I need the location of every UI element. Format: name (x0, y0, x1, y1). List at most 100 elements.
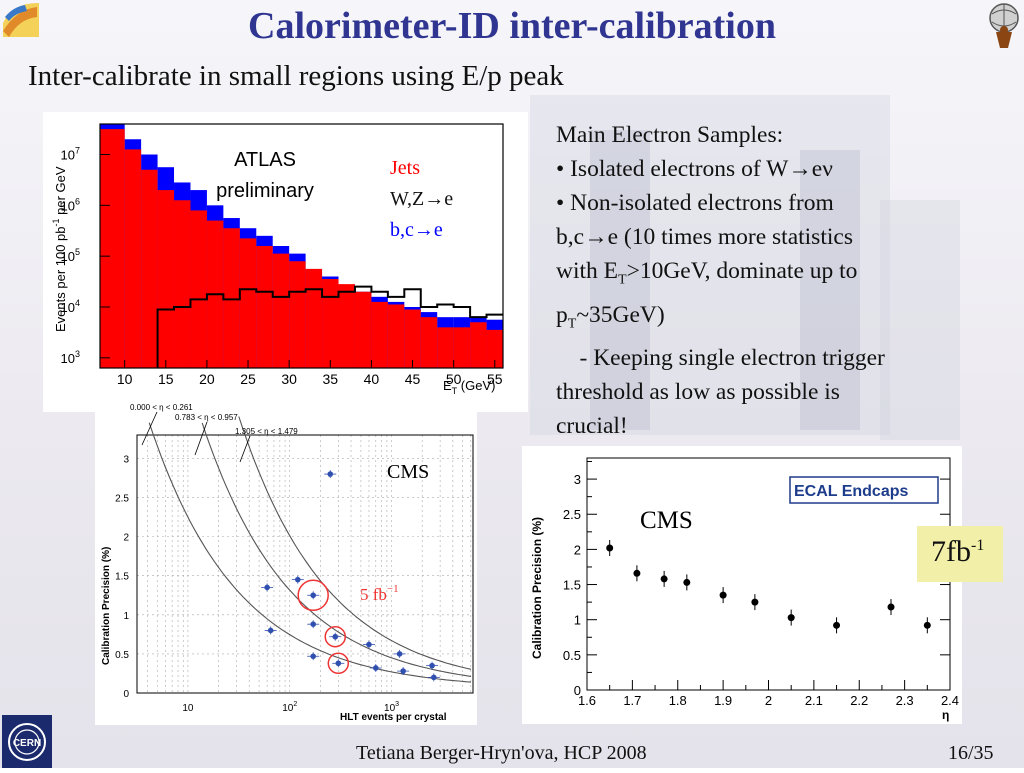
data-point (310, 653, 316, 660)
fit-curve (148, 422, 472, 683)
histogram-bar-jets (239, 238, 257, 368)
histogram-bar-jets (190, 210, 207, 368)
endcap-y-axis-label: Calibration Precision (%) (530, 517, 544, 659)
data-point (833, 621, 841, 629)
x-tick-label: 45 (405, 371, 421, 387)
histogram-bar-jets (157, 190, 175, 368)
eta-label-arrow (194, 421, 208, 456)
legend-jets: Jets (390, 157, 420, 179)
cms-barrel-chart-panel: 0 0.5 1 1.5 2 2.5 3 10 102 103 0.000 < η < 0.261 … (95, 400, 477, 725)
x-tick-label: 55 (487, 371, 503, 387)
histogram-bar-jets (272, 253, 290, 368)
histogram-bar-jets (470, 322, 487, 368)
x-tick-label: 35 (322, 371, 338, 387)
eta-label-arrow (239, 435, 251, 463)
x-tick-label: 2.1 (805, 693, 823, 708)
bullet-w: • Isolated electrons of W→eν (556, 156, 833, 182)
bullet-bc-line1: • Non-isolated electrons from (556, 190, 834, 216)
y-tick-label: 0.5 (563, 648, 581, 663)
ecal-endcaps-label: ECAL Endcaps (794, 483, 909, 500)
x-tick-label: 2.2 (850, 693, 868, 708)
fit-curve (201, 422, 472, 677)
eta-label-arrow (141, 411, 158, 446)
bullet-bc-line3: with ET>10GeV, dominate up to (556, 258, 858, 288)
x-tick-label: 10 (117, 371, 133, 387)
electron-samples-text: Main Electron Samples: • Isolated electr… (556, 118, 1006, 443)
page-number: 16/35 (948, 742, 994, 764)
atlas-y-axis-label: Events per 100 pb-1 per GeV (51, 166, 68, 332)
lumi-7fb-label: 7fb-1 (931, 535, 985, 568)
x-tick-label: 1.7 (623, 693, 641, 708)
atlas-annotation-2: preliminary (216, 180, 314, 202)
y-tick-label: 103 (61, 349, 80, 366)
histogram-bar-jets (256, 246, 273, 368)
histogram-bar-jets (124, 149, 142, 368)
x-tick-label: 40 (364, 371, 380, 387)
y-tick-label: 3 (574, 472, 581, 487)
histogram-bar-jets (289, 261, 306, 368)
trigger-line2: threshold as low as possible is (556, 379, 840, 406)
x-tick-label: 20 (199, 371, 215, 387)
data-point (332, 633, 339, 640)
eta-label-2: 0.783 < η < 0.957 (175, 413, 238, 422)
cms-endcap-chart: 0 0.5 1 1.5 2 2.5 3 1.6 1.7 1.8 1.9 2 2.1 2.2 2.3 2.4 E… (530, 457, 959, 722)
x-tick-label: 10 (182, 703, 194, 714)
data-point (372, 665, 379, 671)
data-point (396, 651, 403, 657)
cms-annotation: CMS (387, 461, 429, 483)
data-point (751, 598, 759, 606)
y-tick-label: 1.5 (115, 572, 129, 583)
data-point (366, 641, 372, 648)
data-point (787, 614, 795, 622)
y-tick-label: 1.5 (563, 578, 581, 593)
histogram-bar-jets (420, 317, 438, 368)
histogram-bar-jets (322, 279, 339, 368)
cern-logo: CERN (2, 715, 52, 768)
x-tick-label: 2.4 (941, 693, 959, 708)
y-tick-label: 3 (123, 454, 129, 465)
data-point (606, 544, 614, 552)
histogram-bar-jets (371, 301, 388, 368)
data-point (429, 662, 435, 669)
data-point (294, 576, 301, 583)
background-photo (530, 95, 890, 435)
data-point (264, 584, 270, 591)
data-point (719, 591, 727, 599)
svg-text:CERN: CERN (13, 738, 41, 749)
x-tick-label: 2.3 (896, 693, 914, 708)
lumi-7fb-box (917, 526, 1003, 582)
histogram-bar-jets (141, 169, 158, 368)
histogram-bar-jets (174, 200, 191, 368)
x-tick-label: 1.9 (714, 693, 732, 708)
legend-wz: W,Z→e (390, 188, 453, 210)
y-tick-label: 107 (61, 146, 80, 163)
atlas-plot-frame (99, 123, 504, 369)
data-point (430, 674, 437, 681)
histogram-line-wz (156, 285, 503, 368)
y-tick-label: 2.5 (115, 494, 129, 505)
data-point (400, 668, 406, 674)
eta-label-1: 0.000 < η < 0.261 (130, 403, 193, 412)
samples-heading: Main Electron Samples: (556, 122, 784, 148)
y-tick-label: 2 (574, 542, 581, 557)
histogram-bar-jets (453, 327, 471, 368)
histogram-bar-jets (100, 129, 125, 368)
slide-subtitle: Inter-calibrate in small regions using E… (28, 60, 564, 92)
atlas-logo (984, 2, 1024, 50)
barrel-y-axis-label: Calibration Precision (%) (101, 547, 112, 665)
y-tick-label: 0.5 (115, 650, 129, 661)
y-tick-label: 1 (123, 611, 129, 622)
trigger-line1: - Keeping single electron trigger (556, 345, 885, 372)
x-tick-label: 25 (240, 371, 256, 387)
highlight-circle (327, 652, 350, 675)
background-photo (800, 150, 860, 430)
data-point (327, 471, 334, 477)
data-point (633, 569, 641, 577)
fit-curve (238, 416, 472, 670)
background-photo (880, 200, 960, 440)
cms-endcap-chart-panel: 0 0.5 1 1.5 2 2.5 3 1.6 1.7 1.8 1.9 2 2.1 2.2 2.3 2.4 E… (522, 446, 962, 724)
data-point (660, 575, 668, 583)
atlas-x-axis-label: ET (GeV) (443, 378, 495, 396)
data-point (310, 621, 316, 627)
